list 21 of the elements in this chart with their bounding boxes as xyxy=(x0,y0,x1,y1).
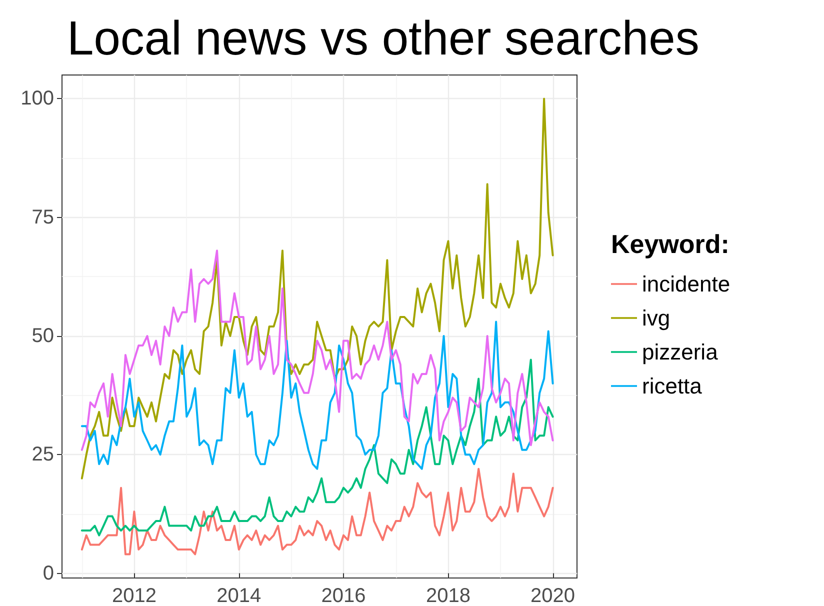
legend-title: Keyword: xyxy=(611,229,730,259)
y-tick-label: 100 xyxy=(20,88,54,110)
line-series xyxy=(80,250,554,451)
line-series xyxy=(80,468,554,556)
x-tick-label: 2016 xyxy=(321,585,366,606)
x-tick-label: 2020 xyxy=(530,585,576,606)
legend-label: pizzeria xyxy=(642,340,719,364)
line-series xyxy=(80,320,554,470)
y-tick-label: 50 xyxy=(32,324,54,347)
y-tick-label: 25 xyxy=(32,444,54,466)
chart-title: Local news vs other searches xyxy=(67,12,700,66)
x-tick-label: 2012 xyxy=(112,585,156,606)
line-series xyxy=(80,358,554,536)
line-series xyxy=(80,98,554,480)
y-tick-label: 0 xyxy=(42,562,54,584)
legend-label: ricetta xyxy=(642,374,703,398)
legend-label: incidente xyxy=(642,272,730,296)
x-tick-label: 2014 xyxy=(216,585,262,606)
legend-label: ivg xyxy=(642,306,670,330)
y-tick-label: 75 xyxy=(32,206,54,228)
x-tick-label: 2018 xyxy=(426,585,470,606)
